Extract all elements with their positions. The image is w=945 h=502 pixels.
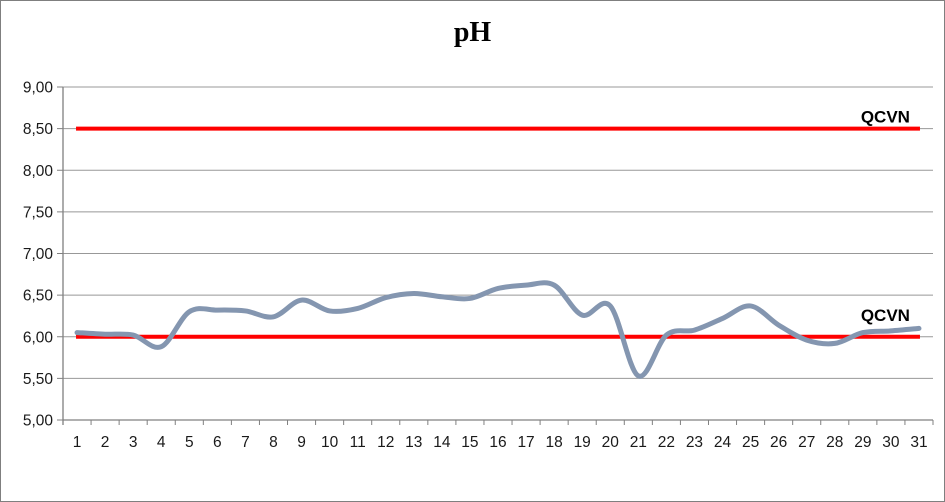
x-axis-label: 12 xyxy=(377,434,394,451)
qcvn-label: QCVN xyxy=(861,306,910,325)
x-axis-label: 18 xyxy=(546,434,563,451)
y-axis-label: 9,00 xyxy=(23,80,54,97)
x-axis-label: 23 xyxy=(686,434,703,451)
x-axis-label: 20 xyxy=(602,434,620,451)
series-line-ph xyxy=(74,280,922,379)
x-axis-label: 27 xyxy=(798,434,815,451)
x-axis-label: 30 xyxy=(882,434,900,451)
x-axis-label: 22 xyxy=(658,434,675,451)
x-axis-label: 31 xyxy=(910,434,927,451)
x-axis-label: 14 xyxy=(433,434,451,451)
x-axis-label: 6 xyxy=(213,434,222,451)
x-axis-label: 3 xyxy=(129,434,138,451)
y-axis-label: 8,00 xyxy=(23,163,54,180)
x-axis-label: 28 xyxy=(826,434,843,451)
x-axis-label: 4 xyxy=(157,434,166,451)
y-axis-label: 6,50 xyxy=(23,288,54,305)
x-axis-label: 19 xyxy=(574,434,591,451)
y-axis-label: 7,00 xyxy=(23,246,54,263)
x-axis-label: 24 xyxy=(714,434,732,451)
x-axis-label: 13 xyxy=(405,434,422,451)
x-axis-label: 15 xyxy=(461,434,478,451)
x-axis-label: 26 xyxy=(770,434,787,451)
x-axis-label: 10 xyxy=(321,434,339,451)
chart-title: pH xyxy=(453,17,492,48)
qcvn-label: QCVN xyxy=(861,108,910,127)
x-axis-label: 5 xyxy=(185,434,194,451)
x-axis-label: 29 xyxy=(854,434,871,451)
x-axis-label: 9 xyxy=(297,434,306,451)
x-axis-label: 2 xyxy=(101,434,110,451)
x-axis-label: 16 xyxy=(489,434,506,451)
x-axis-label: 8 xyxy=(269,434,278,451)
x-axis-label: 21 xyxy=(630,434,647,451)
y-axis-label: 7,50 xyxy=(23,204,54,221)
x-axis-label: 25 xyxy=(742,434,759,451)
x-axis-label: 7 xyxy=(241,434,250,451)
y-axis-label: 6,00 xyxy=(23,329,54,346)
y-axis-label: 5,00 xyxy=(23,413,54,430)
y-axis-label: 8,50 xyxy=(23,121,54,138)
x-axis-label: 11 xyxy=(350,434,366,451)
x-axis-label: 1 xyxy=(73,434,82,451)
x-axis-label: 17 xyxy=(517,434,534,451)
y-axis-label: 5,50 xyxy=(23,371,54,388)
